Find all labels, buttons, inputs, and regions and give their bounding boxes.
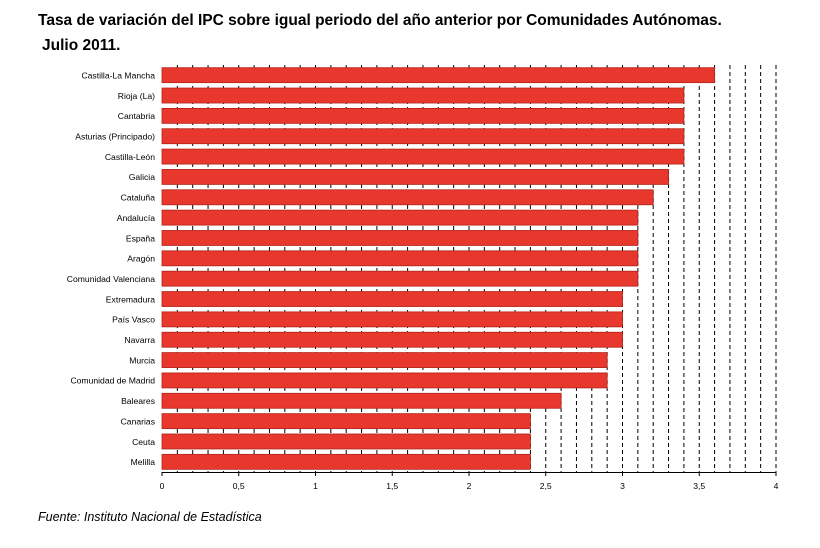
x-tick-label: 1,5 [386,481,398,491]
x-tick-label: 3,5 [693,481,705,491]
bar-6 [161,169,669,185]
bar-3 [161,107,685,124]
bar-7 [161,189,654,206]
x-tick-label: 2,5 [540,481,552,491]
bar-20 [161,453,531,470]
bars [161,67,715,470]
bar-12 [161,291,623,307]
x-tick-label: 2 [467,481,472,491]
gridlines [176,65,777,472]
category-labels: Castilla-La Mancha Rioja (La) Cantabria Ast… [67,70,155,467]
category-label: País Vasco [112,315,155,325]
category-label: Cantabria [118,111,155,121]
category-label: Galicia [129,172,155,182]
x-axis: 0 0,5 1 1,5 2 2,5 3 3,5 4 [160,472,779,491]
category-label: Castilla-La Mancha [81,70,155,80]
category-label: Andalucía [117,213,155,223]
chart-title-line-2: Julio 2011. [42,37,121,54]
category-label: Canarias [121,416,155,426]
bar-10 [161,250,639,267]
category-label: Cataluña [121,193,156,203]
chart-title: Tasa de variación del IPC sobre igual pe… [38,8,808,58]
category-label: Baleares [121,396,155,406]
x-tick-label: 1 [313,481,318,491]
source-note: Fuente: Instituto Nacional de Estadístic… [38,510,262,524]
bar-13 [161,311,623,328]
x-tick-label: 4 [774,481,779,491]
category-label: España [126,233,155,243]
category-label: Extremadura [106,294,155,304]
bar-2 [161,87,685,104]
category-label: Castilla-León [105,152,155,162]
category-label: Ceuta [132,437,155,447]
bar-19 [161,433,531,450]
category-label: Asturias (Principado) [75,132,155,142]
bar-9 [161,230,639,246]
category-label: Comunidad Valenciana [67,274,155,284]
bar-16 [161,372,608,389]
bar-17 [161,392,562,409]
bar-5 [161,148,685,165]
x-tick-label: 0 [160,481,165,491]
bar-15 [161,352,608,368]
x-tick-label: 0,5 [233,481,245,491]
bar-4 [161,128,685,145]
chart-title-line-1: Tasa de variación del IPC sobre igual pe… [38,12,722,29]
category-label: Melilla [131,457,156,467]
bar-1 [161,67,715,84]
category-label: Navarra [124,335,155,345]
bar-8 [161,209,639,226]
category-label: Murcia [129,355,155,365]
bar-11 [161,270,639,287]
bar-14 [161,331,623,348]
category-label: Rioja (La) [118,91,155,101]
category-label: Comunidad de Madrid [70,376,155,386]
category-label: Aragón [127,254,155,264]
bar-18 [161,413,531,430]
x-tick-label: 3 [620,481,625,491]
